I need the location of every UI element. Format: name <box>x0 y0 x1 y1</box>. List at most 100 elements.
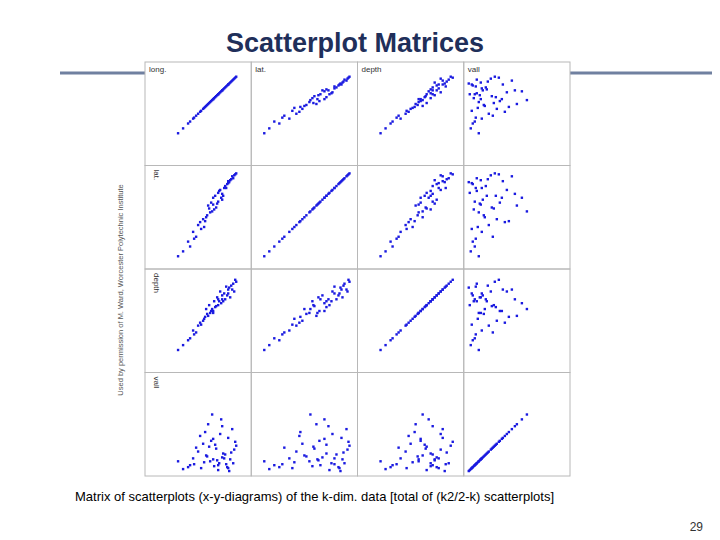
point <box>189 464 191 466</box>
point <box>346 448 348 450</box>
point <box>508 316 510 318</box>
row-label: depth <box>152 273 161 293</box>
point <box>303 308 305 310</box>
point <box>327 193 329 195</box>
point <box>452 76 454 78</box>
point <box>423 195 425 197</box>
point <box>470 344 472 346</box>
point <box>431 453 433 455</box>
point <box>480 458 482 460</box>
point <box>305 104 307 106</box>
point <box>404 224 406 226</box>
point <box>384 250 386 252</box>
point <box>479 296 481 298</box>
point <box>474 337 476 339</box>
point <box>487 284 489 286</box>
point <box>312 207 314 209</box>
point <box>315 315 317 317</box>
point <box>474 245 476 247</box>
points <box>263 76 351 135</box>
point <box>301 320 303 322</box>
point <box>481 329 483 331</box>
point <box>315 423 317 425</box>
point <box>421 308 423 310</box>
point <box>499 310 501 312</box>
panel-frame <box>145 373 251 477</box>
point <box>405 110 407 112</box>
row-label: lat. <box>152 170 161 181</box>
point <box>208 304 210 306</box>
point <box>437 292 439 294</box>
points <box>177 413 238 472</box>
point <box>480 312 482 314</box>
point <box>342 284 344 286</box>
point <box>234 279 236 281</box>
point <box>347 173 349 175</box>
point <box>423 96 425 98</box>
point <box>414 423 416 425</box>
point <box>480 179 482 181</box>
point <box>340 288 342 290</box>
point <box>435 199 437 201</box>
point <box>405 467 407 469</box>
point <box>230 178 232 180</box>
point <box>273 337 275 339</box>
point <box>273 120 275 122</box>
point <box>218 190 220 192</box>
point <box>429 462 431 464</box>
point <box>325 452 327 454</box>
point <box>433 179 435 181</box>
point <box>480 81 482 83</box>
point <box>472 294 474 296</box>
panel-frame <box>358 269 464 373</box>
point <box>469 93 471 95</box>
point <box>504 111 506 113</box>
point <box>323 310 325 312</box>
point <box>305 313 307 315</box>
point <box>429 208 431 210</box>
point <box>473 300 475 302</box>
point <box>413 220 415 222</box>
point <box>204 431 206 433</box>
point <box>475 285 477 287</box>
point <box>321 456 323 458</box>
point <box>395 333 397 335</box>
point <box>345 428 347 430</box>
point <box>477 107 479 109</box>
point <box>502 180 504 182</box>
point <box>488 324 490 326</box>
point <box>219 433 221 435</box>
point <box>404 450 406 452</box>
column-label: lat. <box>255 65 266 74</box>
point <box>476 92 478 94</box>
point <box>446 451 448 453</box>
point <box>333 292 335 294</box>
point <box>312 304 314 306</box>
points <box>177 76 238 135</box>
point <box>473 97 475 99</box>
point <box>429 465 431 467</box>
point <box>475 333 477 335</box>
point <box>526 99 528 101</box>
point <box>488 224 490 226</box>
point <box>446 178 448 180</box>
point <box>268 344 270 346</box>
point <box>193 463 195 465</box>
point <box>189 120 191 122</box>
point <box>263 132 265 134</box>
point <box>221 193 223 195</box>
point <box>347 76 349 78</box>
point <box>218 92 220 94</box>
point <box>228 470 230 472</box>
point <box>446 284 448 286</box>
point <box>478 132 480 134</box>
point <box>514 298 516 300</box>
point <box>494 76 496 78</box>
point <box>471 323 473 325</box>
point <box>475 116 477 118</box>
panel-frame <box>464 166 570 270</box>
point <box>208 445 210 447</box>
point <box>399 457 401 459</box>
point <box>485 298 487 300</box>
point <box>437 87 439 89</box>
